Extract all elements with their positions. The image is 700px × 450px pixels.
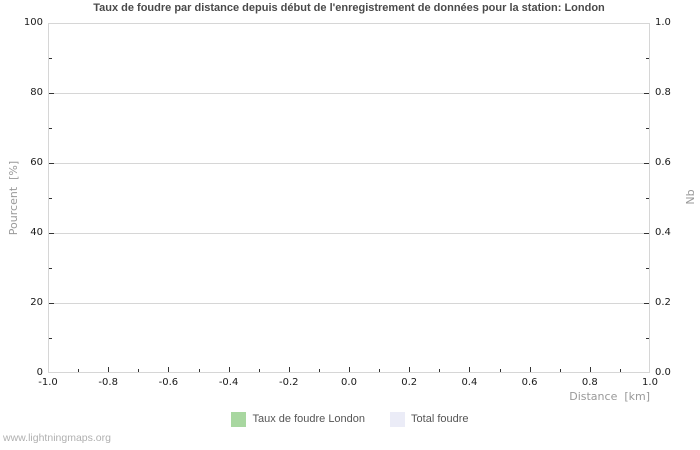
legend: Taux de foudre London Total foudre <box>0 411 700 427</box>
x-tick-label: -0.4 <box>218 377 239 388</box>
h-gridline <box>49 93 649 94</box>
y-left-major-tick <box>49 233 54 234</box>
x-major-tick <box>288 367 290 372</box>
y-right-minor-tick <box>646 338 649 339</box>
x-major-tick <box>228 367 230 372</box>
x-axis-label: Distance [km] <box>569 390 650 403</box>
y-left-tick-label: 0 <box>36 367 43 378</box>
y-right-tick-label: 0.4 <box>655 227 671 238</box>
x-major-tick <box>108 367 110 372</box>
y-left-tick-label: 100 <box>23 17 43 28</box>
y-right-tick-label: 0.0 <box>655 367 671 378</box>
h-gridline <box>49 303 649 304</box>
x-minor-tick <box>198 369 200 372</box>
x-tick-label: 0.0 <box>341 377 357 388</box>
h-gridline <box>49 233 649 234</box>
y-right-tick-label: 0.2 <box>655 297 671 308</box>
y-left-minor-tick <box>49 268 52 269</box>
y-left-minor-tick <box>49 198 52 199</box>
x-tick-label: -1.0 <box>38 377 58 388</box>
x-minor-tick <box>138 369 140 372</box>
y-left-minor-tick <box>49 58 52 59</box>
y-right-tick-label: 0.8 <box>655 87 671 98</box>
x-major-tick <box>409 367 411 372</box>
y-left-major-tick <box>49 163 54 164</box>
x-minor-tick <box>439 369 441 372</box>
legend-label-total-foudre: Total foudre <box>411 413 469 425</box>
x-major-tick <box>349 367 350 372</box>
x-tick-label: -0.8 <box>98 377 118 388</box>
plot-area <box>48 23 650 373</box>
watermark-text: www.lightningmaps.org <box>3 432 111 444</box>
x-tick-label: -0.2 <box>279 377 299 388</box>
y-right-minor-tick <box>646 128 649 129</box>
x-minor-tick <box>619 369 621 372</box>
x-minor-tick <box>78 369 80 372</box>
y-left-major-tick <box>49 93 54 94</box>
y-right-tick-label: 1.0 <box>655 17 671 28</box>
x-minor-tick <box>379 369 381 372</box>
h-gridline <box>49 163 649 164</box>
y-right-major-tick <box>644 303 649 304</box>
y-left-tick-label: 60 <box>30 157 43 168</box>
y-right-minor-tick <box>646 268 649 269</box>
y-left-minor-tick <box>49 338 52 339</box>
y-right-tick-label: 0.6 <box>655 157 671 168</box>
y-right-major-tick <box>644 163 649 164</box>
y-axis-right-label: Nb <box>684 189 697 205</box>
x-major-tick <box>589 367 591 372</box>
x-major-tick <box>168 367 170 372</box>
legend-label-taux-de-foudre: Taux de foudre London <box>252 413 366 425</box>
y-axis-left-label: Pourcent [%] <box>7 160 20 236</box>
y-right-minor-tick <box>646 198 649 199</box>
x-tick-label: 1.0 <box>642 377 658 388</box>
x-major-tick <box>469 367 471 372</box>
y-left-tick-label: 40 <box>30 227 43 238</box>
y-left-tick-label: 20 <box>30 297 43 308</box>
y-left-minor-tick <box>49 128 52 129</box>
x-tick-label: -0.6 <box>158 377 179 388</box>
y-right-major-tick <box>644 233 649 234</box>
x-tick-label: 0.2 <box>401 377 418 388</box>
x-minor-tick <box>559 369 561 372</box>
x-tick-label: 0.4 <box>461 377 478 388</box>
x-tick-label: 0.8 <box>581 377 598 388</box>
y-right-minor-tick <box>646 58 649 59</box>
x-major-tick <box>529 367 531 372</box>
chart-title: Taux de foudre par distance depuis début… <box>93 2 605 14</box>
x-minor-tick <box>318 369 320 372</box>
x-minor-tick <box>258 369 260 372</box>
x-minor-tick <box>499 369 501 372</box>
legend-swatch-total-foudre <box>390 411 406 427</box>
y-right-major-tick <box>644 93 649 94</box>
x-tick-label: 0.6 <box>521 377 538 388</box>
y-left-tick-label: 80 <box>30 87 43 98</box>
y-left-major-tick <box>49 303 54 304</box>
legend-swatch-taux-de-foudre <box>231 411 247 427</box>
